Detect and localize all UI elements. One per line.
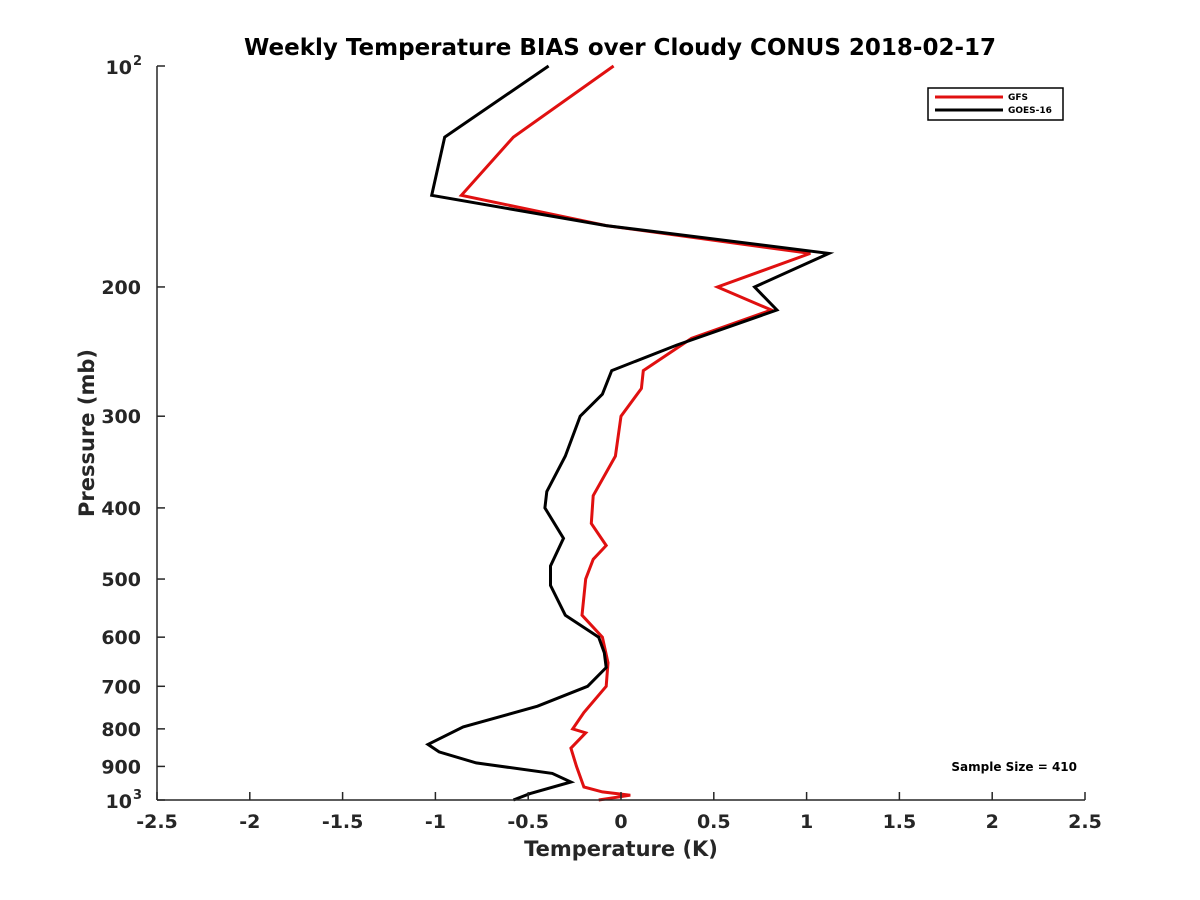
x-tick-label: 0.5 — [697, 811, 731, 833]
series-line-gfs — [458, 64, 811, 802]
series-layer — [425, 64, 835, 802]
y-tick-label: 900 — [101, 756, 141, 778]
x-tick-label: 2 — [986, 811, 999, 833]
x-tick-label: 2.5 — [1068, 811, 1102, 833]
x-tick-label: 1.5 — [883, 811, 917, 833]
x-axis-label: Temperature (K) — [524, 837, 718, 861]
y-axis-label: Pressure (mb) — [75, 349, 99, 517]
x-tick-label: 0 — [614, 811, 627, 833]
y-tick-label: 500 — [101, 569, 141, 591]
y-tick-label: 700 — [101, 676, 141, 698]
legend: GFS GOES-16 — [927, 87, 1064, 121]
series-line-goes16 — [425, 64, 835, 802]
x-tick-label: -1 — [425, 811, 446, 833]
legend-box — [927, 87, 1064, 121]
x-tick-label: -1.5 — [322, 811, 364, 833]
y-tick-label: 800 — [101, 719, 141, 741]
y-tick-label: 10 — [106, 57, 132, 79]
sample-size-annotation: Sample Size = 410 — [951, 760, 1077, 774]
y-tick-exponent: 3 — [133, 788, 142, 803]
x-tick-label: 1 — [800, 811, 813, 833]
legend-label-goes16: GOES-16 — [1008, 106, 1052, 116]
x-tick-label: -0.5 — [507, 811, 549, 833]
y-tick-label: 300 — [101, 406, 141, 428]
y-tick-label: 600 — [101, 627, 141, 649]
x-ticks: -2.5 -2 -1.5 -1 -0.5 0 0.5 1 1.5 2 2.5 — [136, 792, 1102, 833]
legend-label-gfs: GFS — [1008, 93, 1028, 103]
x-tick-label: -2.5 — [136, 811, 178, 833]
x-tick-label: -2 — [239, 811, 260, 833]
y-tick-label: 400 — [101, 498, 141, 520]
y-tick-label: 200 — [101, 277, 141, 299]
y-tick-exponent: 2 — [133, 54, 142, 69]
y-tick-label: 10 — [106, 791, 132, 813]
chart-title: Weekly Temperature BIAS over Cloudy CONU… — [244, 35, 996, 61]
axes — [156, 66, 1085, 801]
